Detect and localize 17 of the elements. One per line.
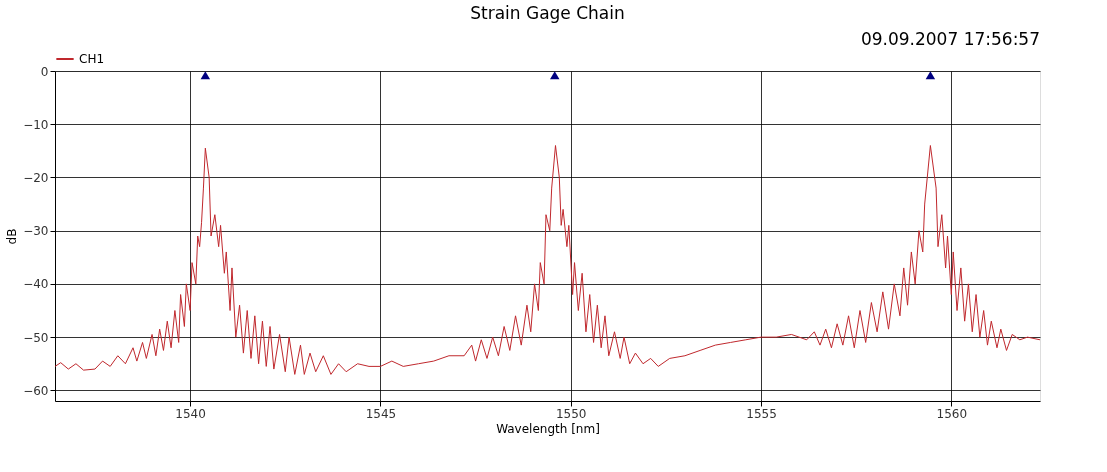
x-tick-label: 1560 xyxy=(936,406,968,421)
x-tick-label: 1545 xyxy=(365,406,397,421)
x-axis-title: Wavelength [nm] xyxy=(496,421,600,436)
y-tick-label: −40 xyxy=(23,277,49,292)
x-tick-label: 1540 xyxy=(175,406,206,421)
x-tick-label: 1555 xyxy=(746,406,777,421)
y-tick-label: 0 xyxy=(40,64,49,79)
y-tick-label: −30 xyxy=(23,224,49,239)
chart-title: Strain Gage Chain xyxy=(470,3,625,23)
x-tick-label: 1550 xyxy=(555,406,587,421)
y-tick-label: −60 xyxy=(23,383,49,398)
y-axis-title: dB xyxy=(5,228,20,245)
text: 09.09.2007 17:56:57 xyxy=(860,29,1040,49)
y-tick-label: −10 xyxy=(23,117,49,132)
y-tick-label: −50 xyxy=(23,330,49,345)
legend-label: CH1 xyxy=(79,52,105,66)
y-tick-label: −20 xyxy=(23,170,49,185)
